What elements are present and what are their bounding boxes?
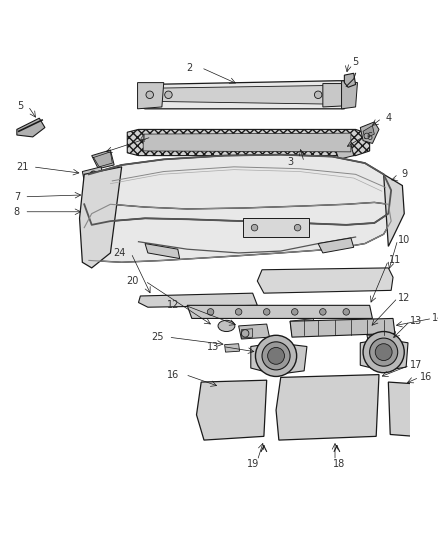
- Circle shape: [207, 309, 214, 315]
- Polygon shape: [276, 375, 379, 440]
- Polygon shape: [363, 126, 374, 139]
- Text: 21: 21: [16, 162, 28, 172]
- Circle shape: [292, 309, 298, 315]
- Circle shape: [262, 342, 290, 370]
- Text: 14: 14: [432, 313, 438, 324]
- Circle shape: [255, 335, 297, 376]
- Text: 16: 16: [420, 373, 432, 382]
- Polygon shape: [80, 167, 122, 268]
- Circle shape: [364, 133, 370, 139]
- Polygon shape: [187, 305, 372, 318]
- Text: 19: 19: [247, 459, 259, 470]
- Ellipse shape: [218, 320, 235, 332]
- Polygon shape: [84, 155, 391, 262]
- Text: 10: 10: [398, 235, 410, 245]
- Circle shape: [268, 348, 284, 364]
- Text: 4: 4: [139, 134, 145, 144]
- Circle shape: [263, 309, 270, 315]
- Circle shape: [370, 338, 398, 366]
- Polygon shape: [344, 73, 356, 87]
- Polygon shape: [318, 238, 354, 253]
- Text: 16: 16: [167, 369, 179, 379]
- Polygon shape: [197, 380, 267, 440]
- Polygon shape: [239, 324, 269, 339]
- Circle shape: [366, 328, 373, 335]
- Polygon shape: [92, 150, 114, 169]
- Text: 17: 17: [410, 360, 423, 370]
- Circle shape: [363, 332, 404, 373]
- Text: 5: 5: [353, 57, 359, 67]
- Polygon shape: [360, 339, 408, 371]
- Circle shape: [314, 91, 322, 99]
- Text: 8: 8: [14, 207, 20, 217]
- Polygon shape: [82, 167, 103, 181]
- Polygon shape: [365, 322, 395, 339]
- Text: 20: 20: [127, 276, 139, 286]
- Text: 24: 24: [113, 248, 126, 258]
- Polygon shape: [140, 80, 344, 109]
- Circle shape: [90, 171, 97, 177]
- Polygon shape: [335, 144, 354, 159]
- Polygon shape: [241, 329, 253, 338]
- Polygon shape: [145, 244, 180, 259]
- Text: 7: 7: [14, 192, 20, 202]
- Polygon shape: [360, 122, 379, 143]
- Polygon shape: [143, 133, 351, 152]
- Polygon shape: [127, 130, 370, 156]
- Text: 25: 25: [151, 332, 163, 342]
- Polygon shape: [17, 118, 45, 137]
- Circle shape: [320, 309, 326, 315]
- Text: 13: 13: [410, 316, 423, 326]
- Text: 13: 13: [207, 342, 219, 351]
- Polygon shape: [342, 80, 357, 109]
- Polygon shape: [243, 219, 309, 237]
- Circle shape: [241, 330, 249, 337]
- Circle shape: [165, 91, 172, 99]
- Circle shape: [251, 224, 258, 231]
- Text: 9: 9: [401, 169, 407, 179]
- Text: 4: 4: [385, 113, 392, 123]
- Circle shape: [146, 91, 153, 99]
- Circle shape: [235, 309, 242, 315]
- Text: 3: 3: [287, 157, 293, 167]
- Text: 6: 6: [367, 132, 373, 142]
- Text: 12: 12: [398, 293, 410, 303]
- Polygon shape: [138, 83, 164, 109]
- Circle shape: [343, 309, 350, 315]
- Polygon shape: [290, 318, 395, 337]
- Polygon shape: [384, 174, 404, 246]
- Polygon shape: [225, 344, 240, 352]
- Polygon shape: [389, 382, 417, 437]
- Circle shape: [375, 344, 392, 360]
- Text: 2: 2: [186, 63, 192, 72]
- Circle shape: [294, 224, 301, 231]
- Polygon shape: [323, 84, 342, 107]
- Polygon shape: [258, 268, 393, 293]
- Text: 5: 5: [18, 101, 24, 111]
- Text: 18: 18: [332, 459, 345, 470]
- Polygon shape: [138, 293, 258, 307]
- Polygon shape: [150, 85, 332, 104]
- Text: 12: 12: [167, 300, 179, 310]
- Text: 11: 11: [389, 255, 401, 265]
- Polygon shape: [290, 318, 315, 335]
- Polygon shape: [251, 343, 307, 375]
